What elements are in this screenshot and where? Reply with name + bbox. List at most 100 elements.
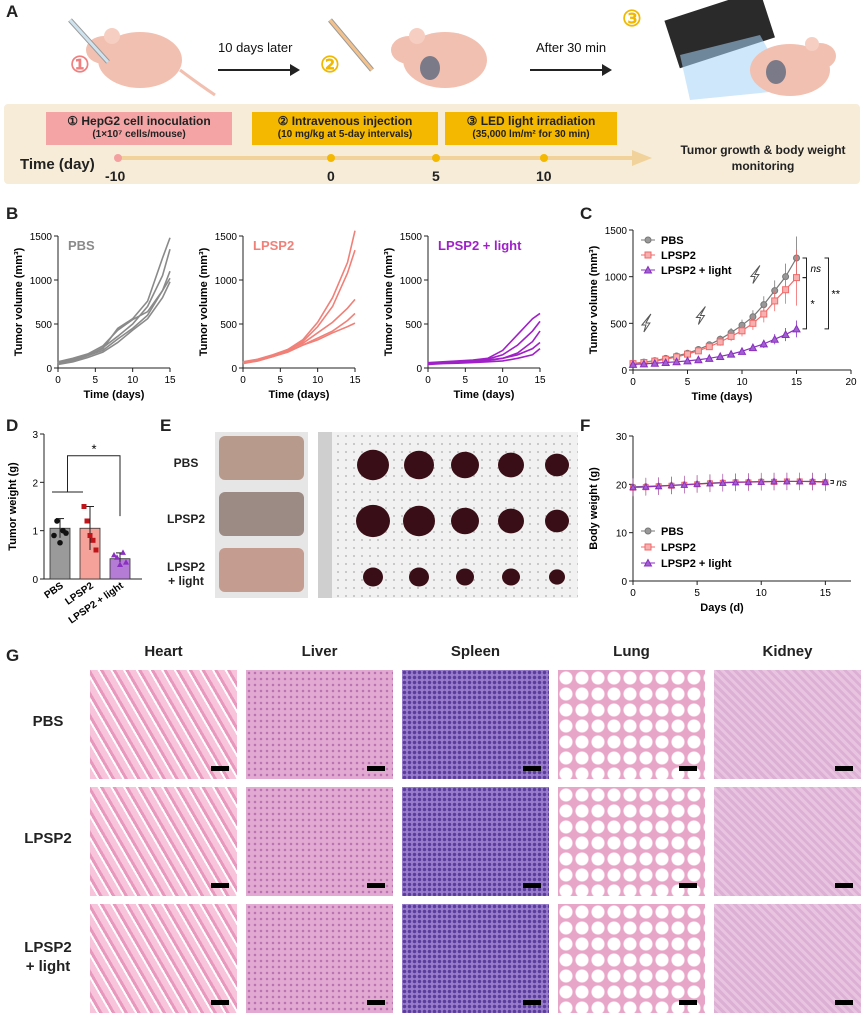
scale-bar [367, 883, 385, 888]
y-tick-label: 500 [35, 320, 52, 331]
lightning-icon [640, 313, 652, 333]
series-line-2 [632, 277, 797, 365]
y-tick-label: 1000 [215, 276, 238, 287]
scale-bar [835, 883, 853, 888]
series-line-1 [632, 257, 798, 365]
data-point [704, 353, 714, 362]
data-point [715, 351, 725, 360]
data-point [727, 332, 735, 340]
sig-label-ns: ns [836, 478, 847, 489]
data-point [111, 551, 117, 558]
scale-bar [211, 1000, 229, 1005]
panel-label-e: E [160, 416, 172, 435]
chart-f: 0 10 20 30 0 5 10 15 Days (d) Body weight (g) ns PB… [588, 432, 851, 614]
sig-label-star: * [811, 298, 816, 310]
organ-label-spleen: Spleen [450, 643, 501, 660]
data-point [639, 359, 649, 368]
series-line-4 [57, 277, 171, 363]
data-point [792, 324, 801, 333]
time-axis-label: Time (day) [20, 156, 95, 173]
series-line-5 [242, 322, 356, 364]
histology-kidney-row1 [714, 670, 861, 779]
x-tick-label: 10 [497, 375, 509, 386]
y-tick-label: 0 [231, 364, 237, 375]
step3-box: ③ LED light irradiation (35,000 lm/m² fo… [445, 112, 617, 145]
panel-label-f: F [580, 416, 591, 435]
e-row-label-line2: + light [168, 574, 204, 588]
step1-subtitle: (1×10⁷ cells/mouse) [92, 129, 186, 140]
legend-marker [644, 543, 652, 551]
data-point [731, 478, 740, 486]
data-point [641, 482, 650, 490]
sig-label-ns: ns [811, 264, 822, 275]
y-tick-label: 1000 [605, 273, 628, 284]
chart-title: PBS [68, 238, 95, 253]
data-point [795, 477, 804, 485]
data-point [63, 530, 69, 536]
y-tick-label: 1500 [215, 232, 238, 243]
series-line-4 [242, 312, 356, 364]
scale-bar [523, 883, 541, 888]
data-point [81, 504, 87, 509]
data-point [114, 554, 120, 560]
tumor-specimens [356, 449, 569, 587]
tick-label-10: 10 [536, 168, 552, 184]
data-point [51, 532, 57, 539]
scale-bar [679, 1000, 697, 1005]
g-row-label-line2: + light [25, 958, 71, 975]
histology-spleen-row1 [402, 670, 549, 779]
end-label-line2: monitoring [731, 159, 795, 173]
step3-title: ③ LED light irradiation [466, 114, 596, 128]
series-line-3 [57, 281, 171, 366]
tumor-specimen [356, 504, 390, 538]
e-row-label-pbs: PBS [173, 456, 199, 470]
tumor-specimen [545, 509, 569, 533]
data-point [672, 357, 681, 366]
scale-bar [835, 766, 853, 771]
scale-bar [523, 766, 541, 771]
y-tick-label: 1 [32, 527, 38, 538]
y-tick-label: 0 [621, 366, 627, 377]
organ-label-heart: Heart [144, 643, 183, 660]
histology-kidney-row2 [714, 787, 861, 896]
organ-label-liver: Liver [301, 643, 338, 660]
y-tick-label: 1000 [30, 276, 53, 287]
tumor-specimen [502, 568, 520, 586]
bracket-sig [67, 455, 121, 517]
y-tick-label: 0 [46, 364, 52, 375]
data-point [93, 547, 99, 553]
e-row-label-line1: LPSP2 [166, 560, 205, 574]
organ-label-lung: Lung [613, 643, 650, 660]
data-point [793, 274, 800, 282]
histology-heart-row1 [90, 670, 237, 779]
data-point [757, 477, 766, 485]
tumor-specimen [363, 567, 383, 587]
x-tick-label: 15 [820, 588, 832, 599]
data-point [759, 339, 769, 348]
data-point [749, 319, 757, 327]
data-point [737, 346, 747, 355]
data-point [770, 334, 780, 343]
e-row-label-lpsp2: LPSP2 [166, 512, 205, 526]
chart-b-lpsp2-light: 0 500 1000 1500 0 5 10 15 Time (days) Tumor volum… [383, 232, 546, 401]
tick-label-0: 0 [327, 168, 335, 184]
histology-liver-row3 [246, 904, 393, 1013]
data-point [90, 537, 96, 543]
x-tick-label: 0 [630, 377, 636, 388]
scale-bar [523, 1000, 541, 1005]
scale-bar [835, 1000, 853, 1005]
chart-b-lpsp2: 0 500 1000 1500 0 5 10 15 Time (days) Tumor volum… [198, 230, 361, 401]
y-tick-label: 20 [616, 480, 628, 491]
g-row-label-line1: PBS [32, 713, 64, 730]
histology-liver-row1 [246, 670, 393, 779]
data-point [770, 477, 778, 485]
scale-bar [679, 883, 697, 888]
scale-bar [367, 766, 385, 771]
x-tick-label: 20 [845, 377, 857, 388]
data-point [726, 349, 736, 358]
y-tick-label: 10 [616, 529, 628, 540]
scale-bar [211, 883, 229, 888]
organ-label-kidney: Kidney [762, 643, 813, 660]
sig-label: * [91, 441, 96, 456]
